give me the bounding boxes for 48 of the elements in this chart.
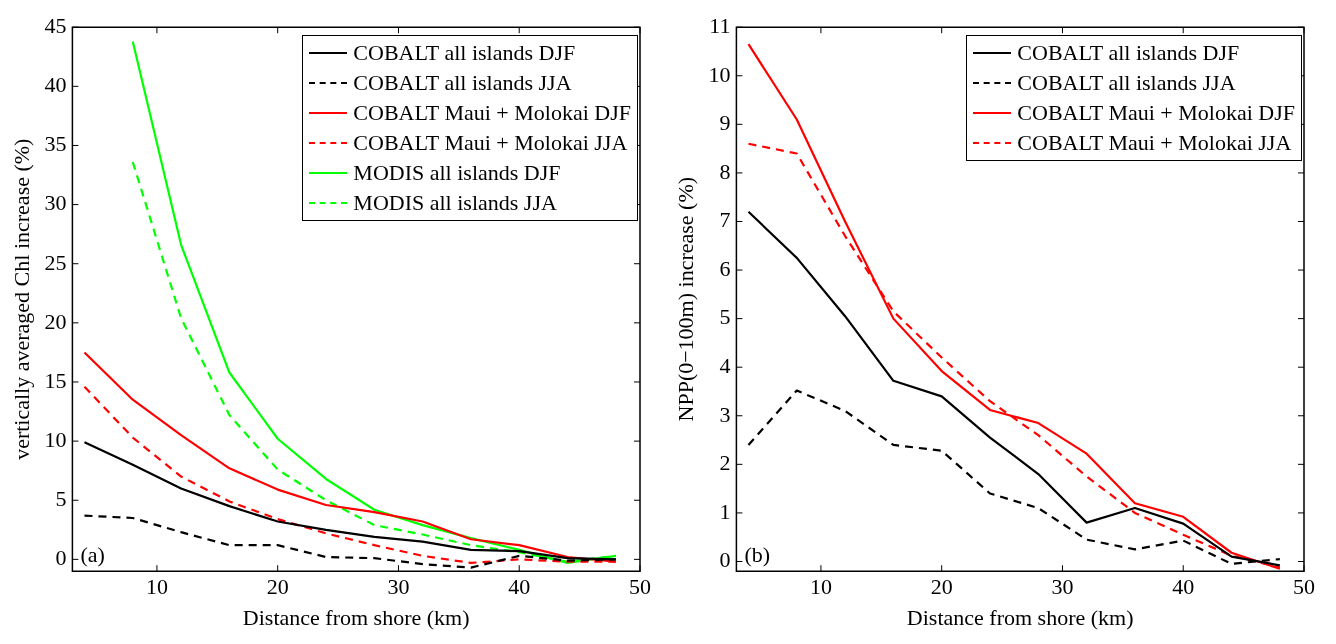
x-tick-label: 20	[930, 574, 953, 600]
y-tick-label: 45	[44, 12, 67, 38]
y-tick-label: 4	[719, 352, 731, 378]
y-tick-label: 11	[709, 12, 731, 38]
legend-label: COBALT all islands JJA	[353, 69, 572, 98]
x-tick-label: 40	[1172, 574, 1195, 600]
annotation: (a)	[80, 541, 105, 567]
x-tick-label: 30	[1051, 574, 1074, 600]
y-axis-title: vertically averaged Chl increase (%)	[8, 138, 34, 460]
annotation: (b)	[744, 541, 771, 567]
legend-label: COBALT Maui + Molokai JJA	[353, 129, 628, 158]
x-axis-title: Distance from shore (km)	[906, 604, 1134, 630]
legend-label: COBALT Maui + Molokai JJA	[1017, 129, 1292, 158]
legend-label: COBALT all islands DJF	[1017, 39, 1240, 68]
y-tick-label: 10	[44, 426, 67, 452]
x-tick-label: 20	[266, 574, 289, 600]
legend-label: COBALT all islands DJF	[353, 39, 576, 68]
y-tick-label: 0	[55, 545, 67, 571]
x-tick-label: 10	[145, 574, 168, 600]
x-tick-label: 50	[629, 574, 651, 600]
legend-label: COBALT Maui + Molokai DJF	[1017, 99, 1295, 128]
x-tick-label: 30	[387, 574, 410, 600]
legend-label: COBALT Maui + Molokai DJF	[353, 99, 631, 128]
x-tick-label: 40	[508, 574, 531, 600]
y-tick-label: 0	[719, 547, 731, 573]
y-tick-label: 35	[44, 131, 67, 157]
y-tick-label: 5	[719, 304, 731, 330]
y-tick-label: 1	[719, 498, 731, 524]
y-axis-title: NPP(0−100m) increase (%)	[672, 176, 698, 422]
y-tick-label: 25	[44, 249, 67, 275]
y-tick-label: 30	[44, 190, 67, 216]
x-tick-label: 10	[809, 574, 832, 600]
y-tick-label: 8	[719, 158, 731, 184]
y-tick-label: 5	[55, 486, 67, 512]
y-tick-label: 10	[708, 61, 731, 87]
x-tick-label: 50	[1293, 574, 1315, 600]
y-tick-label: 7	[719, 207, 731, 233]
y-tick-label: 15	[44, 367, 67, 393]
legend-label: MODIS all islands JJA	[353, 189, 557, 218]
y-tick-label: 9	[719, 110, 731, 136]
y-tick-label: 20	[44, 308, 67, 334]
y-tick-label: 40	[44, 72, 67, 98]
legend-label: MODIS all islands DJF	[353, 159, 561, 188]
y-tick-label: 2	[719, 450, 731, 476]
x-axis-title: Distance from shore (km)	[242, 604, 470, 630]
y-tick-label: 6	[719, 255, 731, 281]
y-tick-label: 3	[719, 401, 731, 427]
legend-label: COBALT all islands JJA	[1017, 69, 1236, 98]
